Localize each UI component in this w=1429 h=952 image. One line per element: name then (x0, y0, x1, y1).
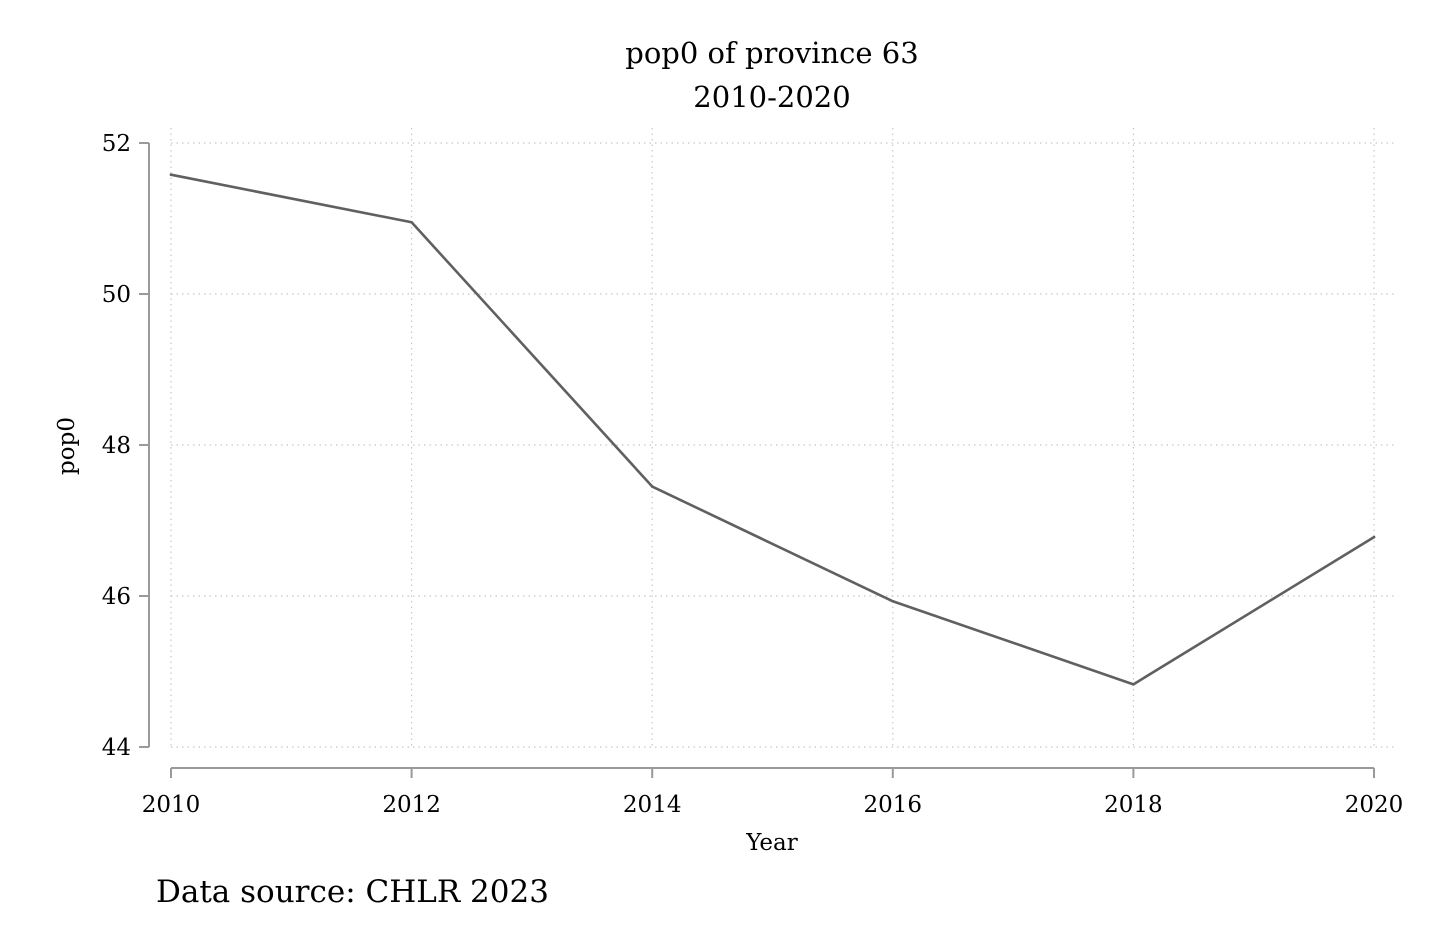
y-tick-label: 44 (102, 735, 131, 761)
x-axis-label: Year (745, 830, 798, 856)
data-point (650, 485, 654, 488)
data-point (169, 173, 173, 177)
data-point (1132, 683, 1135, 686)
y-tick-label: 50 (102, 282, 131, 308)
x-tick-label: 2018 (1104, 792, 1163, 818)
data-source-note: Data source: CHLR 2023 (156, 874, 549, 910)
data-point (410, 220, 413, 224)
chart-title: pop0 of province 63 (625, 36, 919, 70)
x-tick-label: 2020 (1345, 792, 1404, 818)
grid (170, 128, 1394, 748)
data-point (1372, 535, 1376, 539)
data-point (891, 599, 895, 603)
x-tick-label: 2010 (142, 792, 201, 818)
x-tick-label: 2016 (864, 792, 923, 818)
y-tick-label: 46 (102, 584, 131, 610)
series-line (169, 173, 1376, 686)
chart-subtitle: 2010-2020 (693, 80, 851, 114)
x-tick-label: 2014 (623, 792, 682, 818)
axis-labels: Year pop0 (54, 417, 798, 856)
y-tick-label: 52 (102, 131, 131, 157)
axes: 44 46 48 50 52 2010 2012 2014 2016 2018 2020 (102, 131, 1404, 818)
x-tick-label: 2012 (382, 792, 441, 818)
y-axis-label: pop0 (54, 417, 80, 475)
y-tick-label: 48 (102, 433, 131, 459)
series-layer (169, 173, 1376, 686)
